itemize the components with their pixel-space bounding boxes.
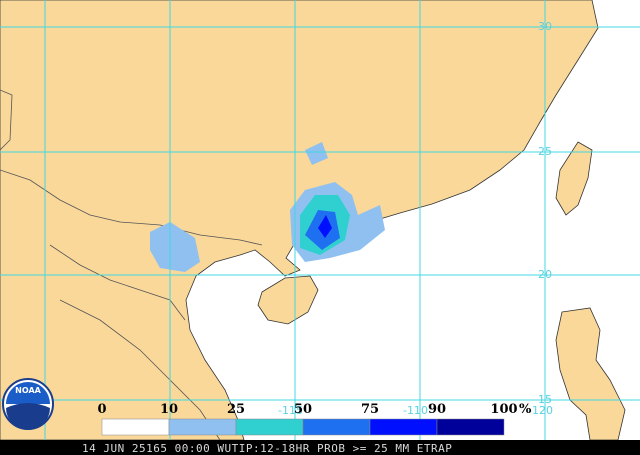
- logo-sky: [6, 382, 50, 404]
- prob-area: [150, 222, 200, 272]
- lat-label: 15: [538, 393, 552, 406]
- lon-label: -115: [278, 404, 303, 417]
- legend-swatch: [436, 418, 505, 436]
- lat-label: 20: [538, 268, 552, 281]
- legend-swatch: [168, 418, 237, 436]
- legend-swatch: [302, 418, 371, 436]
- borders: [0, 89, 263, 441]
- lon-label: -120: [528, 404, 553, 417]
- legend-unit: %: [519, 402, 532, 417]
- logo-text: NOAA: [15, 386, 41, 395]
- legend-tick: 75: [361, 402, 379, 417]
- legend-tick: 100: [490, 402, 517, 417]
- legend-swatch: [101, 418, 170, 436]
- legend-tick: 0: [97, 402, 106, 417]
- border-line: [49, 244, 186, 321]
- hainan: [257, 275, 319, 325]
- legend-tick: 25: [227, 402, 245, 417]
- legend-swatch: [235, 418, 304, 436]
- taiwan: [555, 141, 593, 216]
- lat-label: 30: [538, 20, 552, 33]
- prob-area: [318, 215, 332, 238]
- footer-text: 14 JUN 25165 00:00 WUTIP:12-18HR PROB >=…: [82, 442, 452, 455]
- rain-probability: [150, 142, 385, 272]
- border-line: [0, 89, 13, 151]
- logo-sea: [6, 403, 50, 430]
- legend-swatch: [369, 418, 438, 436]
- lon-label: -110: [403, 404, 428, 417]
- border-line: [0, 169, 263, 246]
- noaa-logo: NOAA: [2, 378, 54, 430]
- legend-tick: 50: [294, 402, 312, 417]
- border-line: [59, 299, 221, 441]
- legend-tick: 90: [428, 402, 446, 417]
- footer-bar: [0, 440, 640, 455]
- lat-label: 25: [538, 145, 552, 158]
- legend: 0 10 25 50 75 90 100%: [97, 402, 532, 436]
- legend-tick: 10: [160, 402, 178, 417]
- graticule: [0, 0, 640, 440]
- prob-area: [305, 142, 328, 165]
